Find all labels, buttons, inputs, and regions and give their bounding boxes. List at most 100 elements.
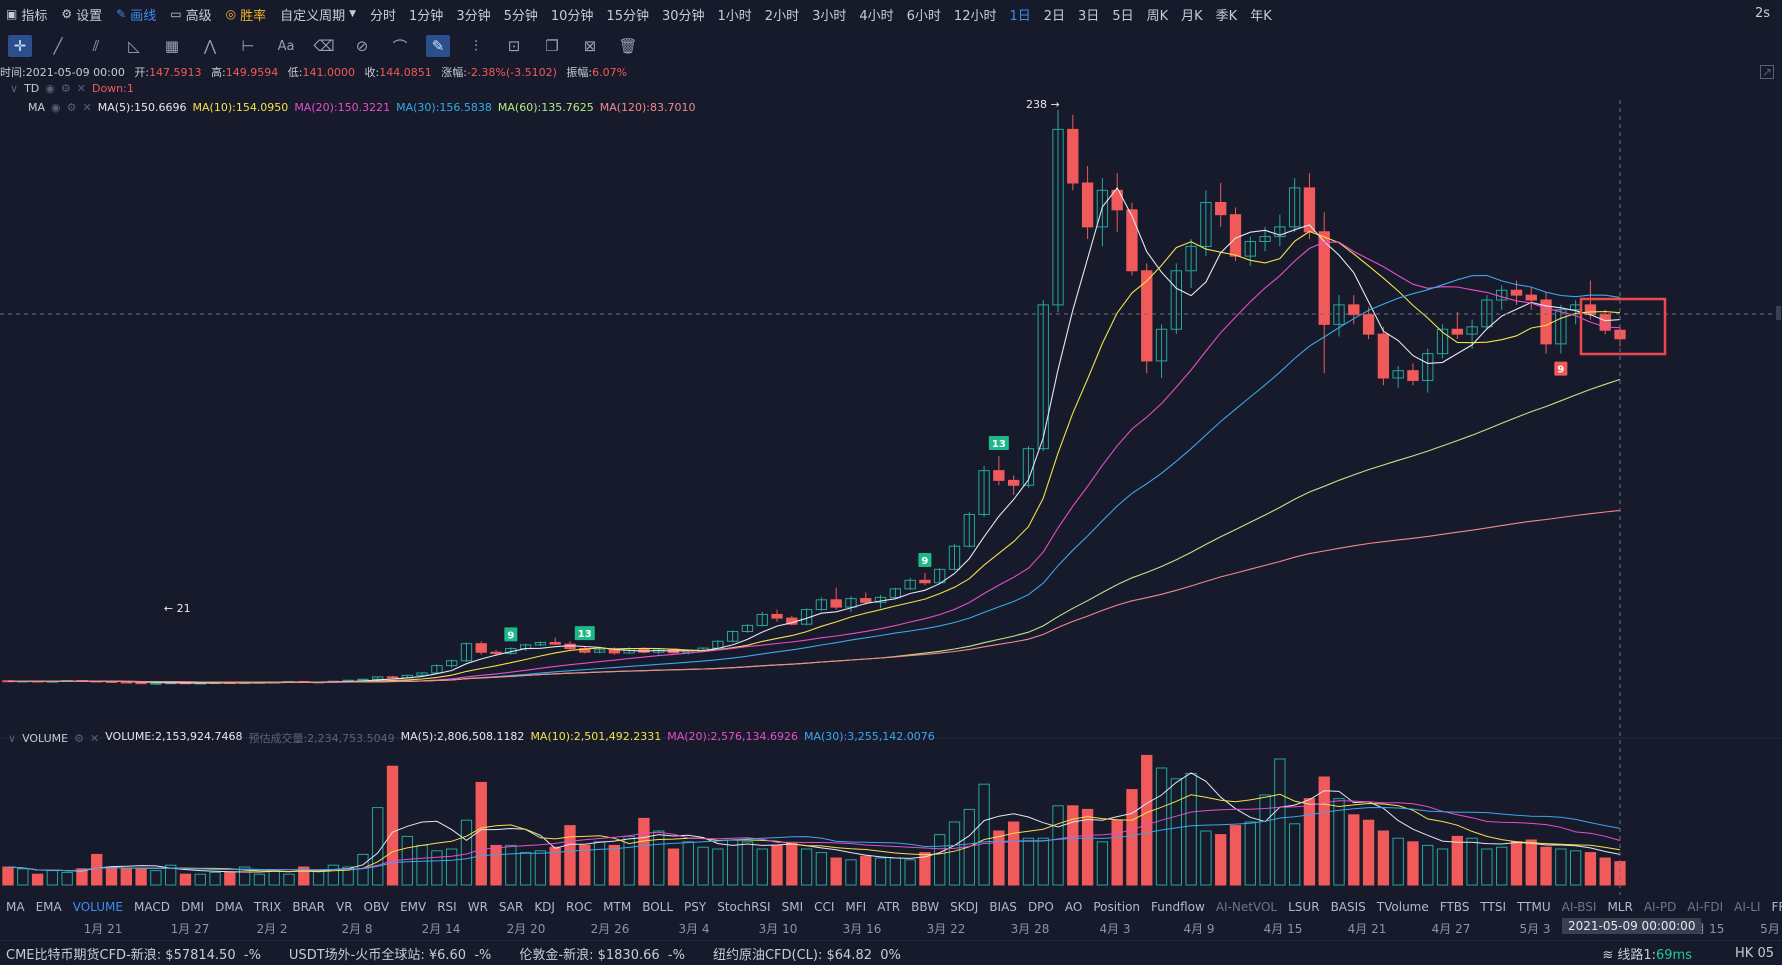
custom-period-dropdown[interactable]: 自定义周期 ▼ (280, 5, 356, 24)
indicator-18[interactable]: PSY (684, 900, 707, 914)
period-6[interactable]: 30分钟 (661, 8, 705, 24)
gold-ticker[interactable]: 伦敦金-新浪: $1830.66 -% (519, 944, 685, 963)
indicator-8[interactable]: VR (335, 900, 353, 914)
wave-pattern-icon[interactable]: ⋀ (203, 37, 217, 55)
indicator-14[interactable]: KDJ (534, 900, 555, 914)
indicator-23[interactable]: ATR (877, 900, 901, 914)
period-17[interactable]: 周K (1146, 8, 1169, 24)
connection-status[interactable]: ≋ 线路1:69ms (1602, 944, 1692, 963)
trend-line-icon[interactable]: ╱ (53, 37, 63, 55)
indicator-17[interactable]: BOLL (642, 900, 674, 914)
advanced-button[interactable]: ▭ 高级 (170, 5, 211, 24)
parallel-lines-icon[interactable]: ⫽ (92, 37, 100, 55)
period-7[interactable]: 1小时 (717, 8, 752, 24)
angle-icon[interactable]: ◺ (128, 37, 140, 55)
period-8[interactable]: 2小时 (764, 8, 800, 24)
close-icon[interactable]: ✕ (90, 731, 100, 745)
indicator-39[interactable]: MLR (1607, 900, 1633, 914)
indicator-27[interactable]: DPO (1027, 900, 1054, 914)
period-11[interactable]: 6小时 (906, 8, 941, 24)
indicator-28[interactable]: AO (1064, 900, 1083, 914)
indicator-button[interactable]: ▣ 指标 (6, 5, 47, 24)
indicator-20[interactable]: SMI (781, 900, 804, 914)
bars-icon[interactable]: ⫶ (474, 37, 478, 55)
indicator-11[interactable]: RSI (437, 900, 457, 914)
period-12[interactable]: 12小时 (953, 8, 997, 24)
refresh-interval[interactable]: 2s (1754, 6, 1770, 21)
gear-icon[interactable]: ⚙ (74, 731, 84, 745)
indicator-3[interactable]: MACD (133, 900, 170, 914)
cme-ticker[interactable]: CME比特币期货CFD-新浪: $57814.50 -% (6, 944, 261, 963)
indicator-42[interactable]: AI-LI (1734, 900, 1761, 914)
indicator-2[interactable]: VOLUME (72, 900, 123, 914)
hide-drawings-icon[interactable]: ⊘ (355, 37, 369, 55)
usdt-ticker[interactable]: USDT场外-火币全球站: ¥6.60 -% (289, 944, 491, 963)
indicator-35[interactable]: FTBS (1439, 900, 1470, 914)
lock-icon[interactable]: ⊡ (507, 37, 521, 55)
indicator-21[interactable]: CCI (814, 900, 835, 914)
indicator-24[interactable]: BBW (911, 900, 940, 914)
indicator-41[interactable]: AI-FDI (1687, 900, 1724, 914)
close-icon[interactable]: ✕ (82, 101, 92, 114)
crosshair-icon[interactable]: ✛ (8, 35, 32, 57)
indicator-37[interactable]: TTMU (1517, 900, 1551, 914)
period-18[interactable]: 月K (1181, 8, 1203, 24)
gear-icon[interactable]: ⚙ (60, 82, 71, 95)
indicator-6[interactable]: TRIX (253, 900, 282, 914)
period-2[interactable]: 3分钟 (456, 8, 491, 24)
settings-button[interactable]: ⚙ 设置 (61, 5, 102, 24)
period-20[interactable]: 年K (1250, 8, 1272, 24)
gear-icon[interactable]: ⚙ (66, 101, 77, 114)
period-16[interactable]: 5日 (1112, 8, 1134, 24)
indicator-7[interactable]: BRAR (292, 900, 325, 914)
indicator-19[interactable]: StochRSI (717, 900, 771, 914)
grid-icon[interactable]: ▦ (164, 37, 180, 55)
indicator-33[interactable]: BASIS (1330, 900, 1366, 914)
trash-icon[interactable]: 🗑 (618, 37, 638, 55)
copy-icon[interactable]: ❐ (545, 37, 559, 55)
indicator-13[interactable]: SAR (498, 900, 524, 914)
winrate-button[interactable]: ◎ 胜率 (226, 5, 267, 24)
indicator-25[interactable]: SKDJ (950, 900, 979, 914)
indicator-26[interactable]: BIAS (989, 900, 1017, 914)
period-13[interactable]: 1日 (1009, 8, 1031, 24)
period-9[interactable]: 3小时 (812, 8, 847, 24)
indicator-5[interactable]: DMA (215, 900, 243, 914)
eye-icon[interactable]: ◉ (45, 82, 55, 95)
period-19[interactable]: 季K (1215, 8, 1238, 24)
draw-button[interactable]: ✎ 画线 (116, 5, 156, 24)
indicator-1[interactable]: EMA (35, 900, 62, 914)
magnet-icon[interactable]: ⌒ (392, 37, 408, 56)
collapse-icon[interactable]: ∨ (10, 82, 19, 95)
indicator-34[interactable]: TVolume (1376, 900, 1429, 914)
close-icon[interactable]: ✕ (76, 82, 86, 95)
indicator-22[interactable]: MFI (845, 900, 867, 914)
measure-icon[interactable]: ⊢ (241, 37, 255, 55)
indicator-16[interactable]: MTM (603, 900, 632, 914)
indicator-0[interactable]: MA (6, 900, 25, 914)
period-5[interactable]: 15分钟 (606, 8, 649, 24)
indicator-9[interactable]: OBV (363, 900, 390, 914)
period-4[interactable]: 10分钟 (550, 8, 594, 24)
period-0[interactable]: 分时 (370, 8, 397, 24)
indicator-30[interactable]: Fundflow (1151, 900, 1205, 914)
draw-mode-icon[interactable]: ✎ (426, 35, 450, 57)
indicator-36[interactable]: TTSI (1480, 900, 1507, 914)
period-15[interactable]: 3日 (1078, 8, 1100, 24)
indicator-31[interactable]: AI-NetVOL (1215, 900, 1278, 914)
indicator-32[interactable]: LSUR (1288, 900, 1320, 914)
indicator-38[interactable]: AI-BSI (1561, 900, 1597, 914)
oil-ticker[interactable]: 纽约原油CFD(CL): $64.82 0% (713, 944, 901, 963)
text-icon[interactable]: Aa (277, 38, 295, 54)
indicator-40[interactable]: AI-PD (1643, 900, 1677, 914)
eye-icon[interactable]: ◉ (51, 101, 61, 114)
edit-icon[interactable]: ⊠ (583, 37, 597, 55)
indicator-10[interactable]: EMV (400, 900, 427, 914)
indicator-12[interactable]: WR (467, 900, 488, 914)
indicator-4[interactable]: DMI (180, 900, 205, 914)
period-1[interactable]: 1分钟 (409, 8, 444, 24)
indicator-29[interactable]: Position (1093, 900, 1141, 914)
period-3[interactable]: 5分钟 (503, 8, 538, 24)
period-10[interactable]: 4小时 (859, 8, 894, 24)
period-14[interactable]: 2日 (1043, 8, 1066, 24)
